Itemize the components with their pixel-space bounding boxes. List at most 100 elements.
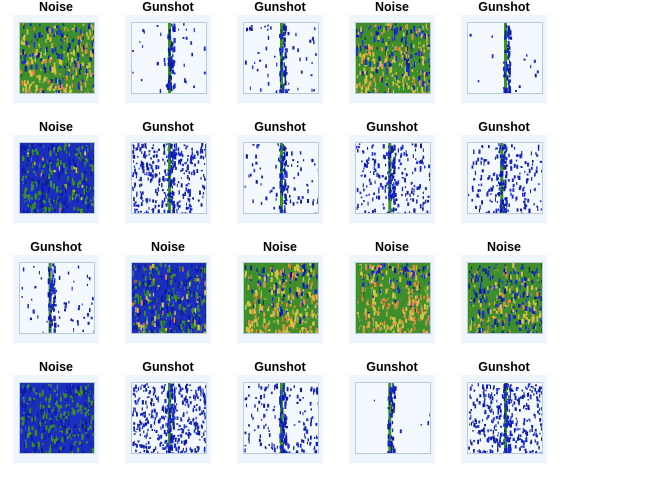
- noise-speck: [369, 327, 371, 332]
- signal-speck: [152, 199, 155, 203]
- noise-speck: [201, 272, 203, 278]
- noise-speck: [400, 268, 402, 271]
- noise-speck: [75, 190, 77, 194]
- noise-speck: [49, 56, 52, 63]
- noise-speck: [500, 314, 502, 318]
- noise-speck: [186, 266, 189, 272]
- signal-speck: [140, 197, 142, 199]
- noise-speck: [423, 274, 425, 280]
- signal-speck: [143, 163, 145, 166]
- signal-speck: [140, 79, 143, 82]
- noise-speck: [522, 282, 524, 288]
- burst-speck: [47, 278, 50, 285]
- noise-speck: [199, 326, 202, 332]
- noise-speck: [425, 272, 428, 278]
- noise-speck: [70, 89, 73, 93]
- noise-speck: [310, 293, 312, 296]
- signal-speck: [145, 147, 147, 149]
- burst-speck: [173, 70, 175, 74]
- noise-speck: [397, 85, 399, 88]
- noise-speck: [84, 44, 86, 47]
- signal-speck: [357, 146, 360, 149]
- burst-speck: [279, 149, 281, 152]
- signal-speck: [175, 152, 178, 156]
- noise-speck: [24, 208, 27, 213]
- noise-speck: [58, 146, 61, 150]
- signal-speck: [202, 184, 204, 189]
- noise-speck: [372, 317, 374, 320]
- noise-speck: [195, 315, 197, 318]
- burst-speck: [389, 151, 392, 158]
- noise-speck: [198, 314, 201, 317]
- noise-speck: [154, 315, 157, 322]
- noise-speck: [35, 64, 38, 70]
- signal-speck: [479, 205, 481, 210]
- signal-speck: [203, 46, 206, 51]
- noise-speck: [71, 39, 74, 43]
- noise-speck: [254, 328, 256, 333]
- noise-speck: [88, 23, 91, 30]
- noise-speck: [390, 63, 392, 66]
- noise-speck: [395, 46, 398, 51]
- noise-speck: [296, 273, 299, 277]
- noise-speck: [173, 275, 176, 279]
- noise-speck: [268, 290, 271, 293]
- burst-speck: [283, 23, 286, 28]
- signal-speck: [475, 160, 478, 165]
- signal-speck: [526, 178, 529, 181]
- noise-speck: [376, 284, 378, 291]
- signal-speck: [394, 155, 396, 158]
- noise-speck: [25, 200, 27, 205]
- noise-speck: [253, 324, 255, 331]
- noise-speck: [261, 328, 263, 332]
- noise-speck: [369, 88, 371, 93]
- noise-speck: [269, 293, 272, 296]
- burst-speck: [169, 153, 170, 158]
- noise-speck: [65, 151, 67, 154]
- noise-speck: [64, 185, 66, 190]
- noise-speck: [372, 328, 375, 333]
- noise-speck: [92, 196, 94, 201]
- signal-speck: [382, 203, 384, 206]
- noise-speck: [27, 149, 30, 152]
- noise-speck: [39, 163, 41, 169]
- signal-speck: [471, 198, 473, 202]
- noise-speck: [25, 57, 28, 63]
- signal-speck: [287, 31, 290, 36]
- noise-speck: [364, 78, 366, 85]
- noise-speck: [75, 167, 77, 173]
- noise-speck: [60, 165, 63, 171]
- noise-speck: [424, 92, 426, 93]
- signal-speck: [422, 207, 424, 212]
- signal-speck: [144, 143, 147, 148]
- signal-speck: [398, 159, 401, 163]
- noise-speck: [157, 302, 160, 306]
- noise-speck: [181, 285, 184, 291]
- burst-speck: [391, 176, 394, 181]
- noise-speck: [359, 71, 361, 76]
- signal-speck: [404, 168, 406, 171]
- noise-speck: [178, 325, 181, 330]
- noise-speck: [275, 329, 277, 333]
- signal-speck: [191, 147, 193, 150]
- noise-speck: [23, 42, 25, 45]
- noise-speck: [520, 319, 523, 323]
- burst-speck: [279, 206, 282, 209]
- noise-speck: [31, 153, 34, 156]
- noise-speck: [57, 84, 60, 89]
- noise-speck: [55, 90, 57, 93]
- signal-speck: [77, 322, 79, 326]
- noise-speck: [413, 27, 416, 32]
- burst-speck: [50, 292, 53, 296]
- burst-speck: [167, 193, 169, 197]
- noise-speck: [166, 312, 169, 317]
- signal-speck: [137, 204, 140, 208]
- burst-speck: [501, 187, 504, 190]
- noise-speck: [367, 322, 370, 328]
- noise-speck: [424, 266, 427, 269]
- noise-speck: [373, 58, 376, 65]
- noise-speck: [251, 289, 253, 292]
- signal-speck: [275, 192, 278, 197]
- noise-speck: [391, 40, 393, 45]
- noise-speck: [262, 300, 264, 305]
